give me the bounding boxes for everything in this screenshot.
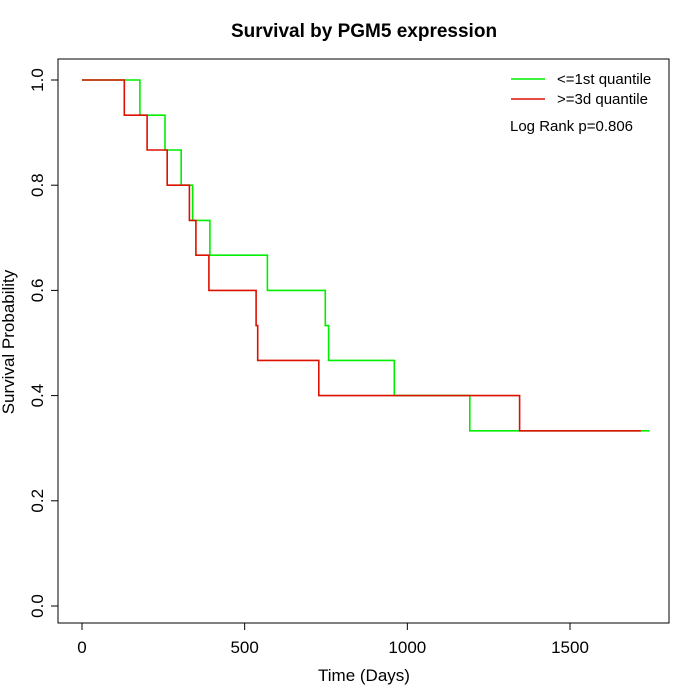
- x-axis-label: Time (Days): [318, 666, 410, 685]
- series-line-1: [82, 79, 650, 432]
- y-tick-label: 0.4: [28, 384, 47, 408]
- x-tick-label: 0: [77, 638, 86, 657]
- plot-frame: [57, 58, 670, 624]
- legend-label: >=3d quantile: [557, 91, 648, 108]
- x-tick-label: 500: [230, 638, 258, 657]
- x-tick-label: 1500: [551, 638, 589, 657]
- y-tick-label: 0.6: [28, 279, 47, 303]
- y-axis-label: Survival Probability: [0, 269, 18, 414]
- x-tick-label: 1000: [388, 638, 426, 657]
- legend: <=1st quantile >=3d quantile: [511, 71, 651, 108]
- legend-label: <=1st quantile: [557, 71, 651, 88]
- series-line-2: [82, 79, 641, 432]
- y-tick-label: 0.2: [28, 489, 47, 513]
- y-tick-label: 1.0: [28, 68, 47, 92]
- plot-area: 0 500 1000 1500 0.0 0.2 0.4 0.6 0.8 1.0: [28, 58, 670, 657]
- y-tick-label: 0.0: [28, 594, 47, 618]
- chart-title: Survival by PGM5 expression: [231, 21, 497, 42]
- y-tick-label: 0.8: [28, 173, 47, 197]
- log-rank-annotation: Log Rank p=0.806: [510, 118, 633, 135]
